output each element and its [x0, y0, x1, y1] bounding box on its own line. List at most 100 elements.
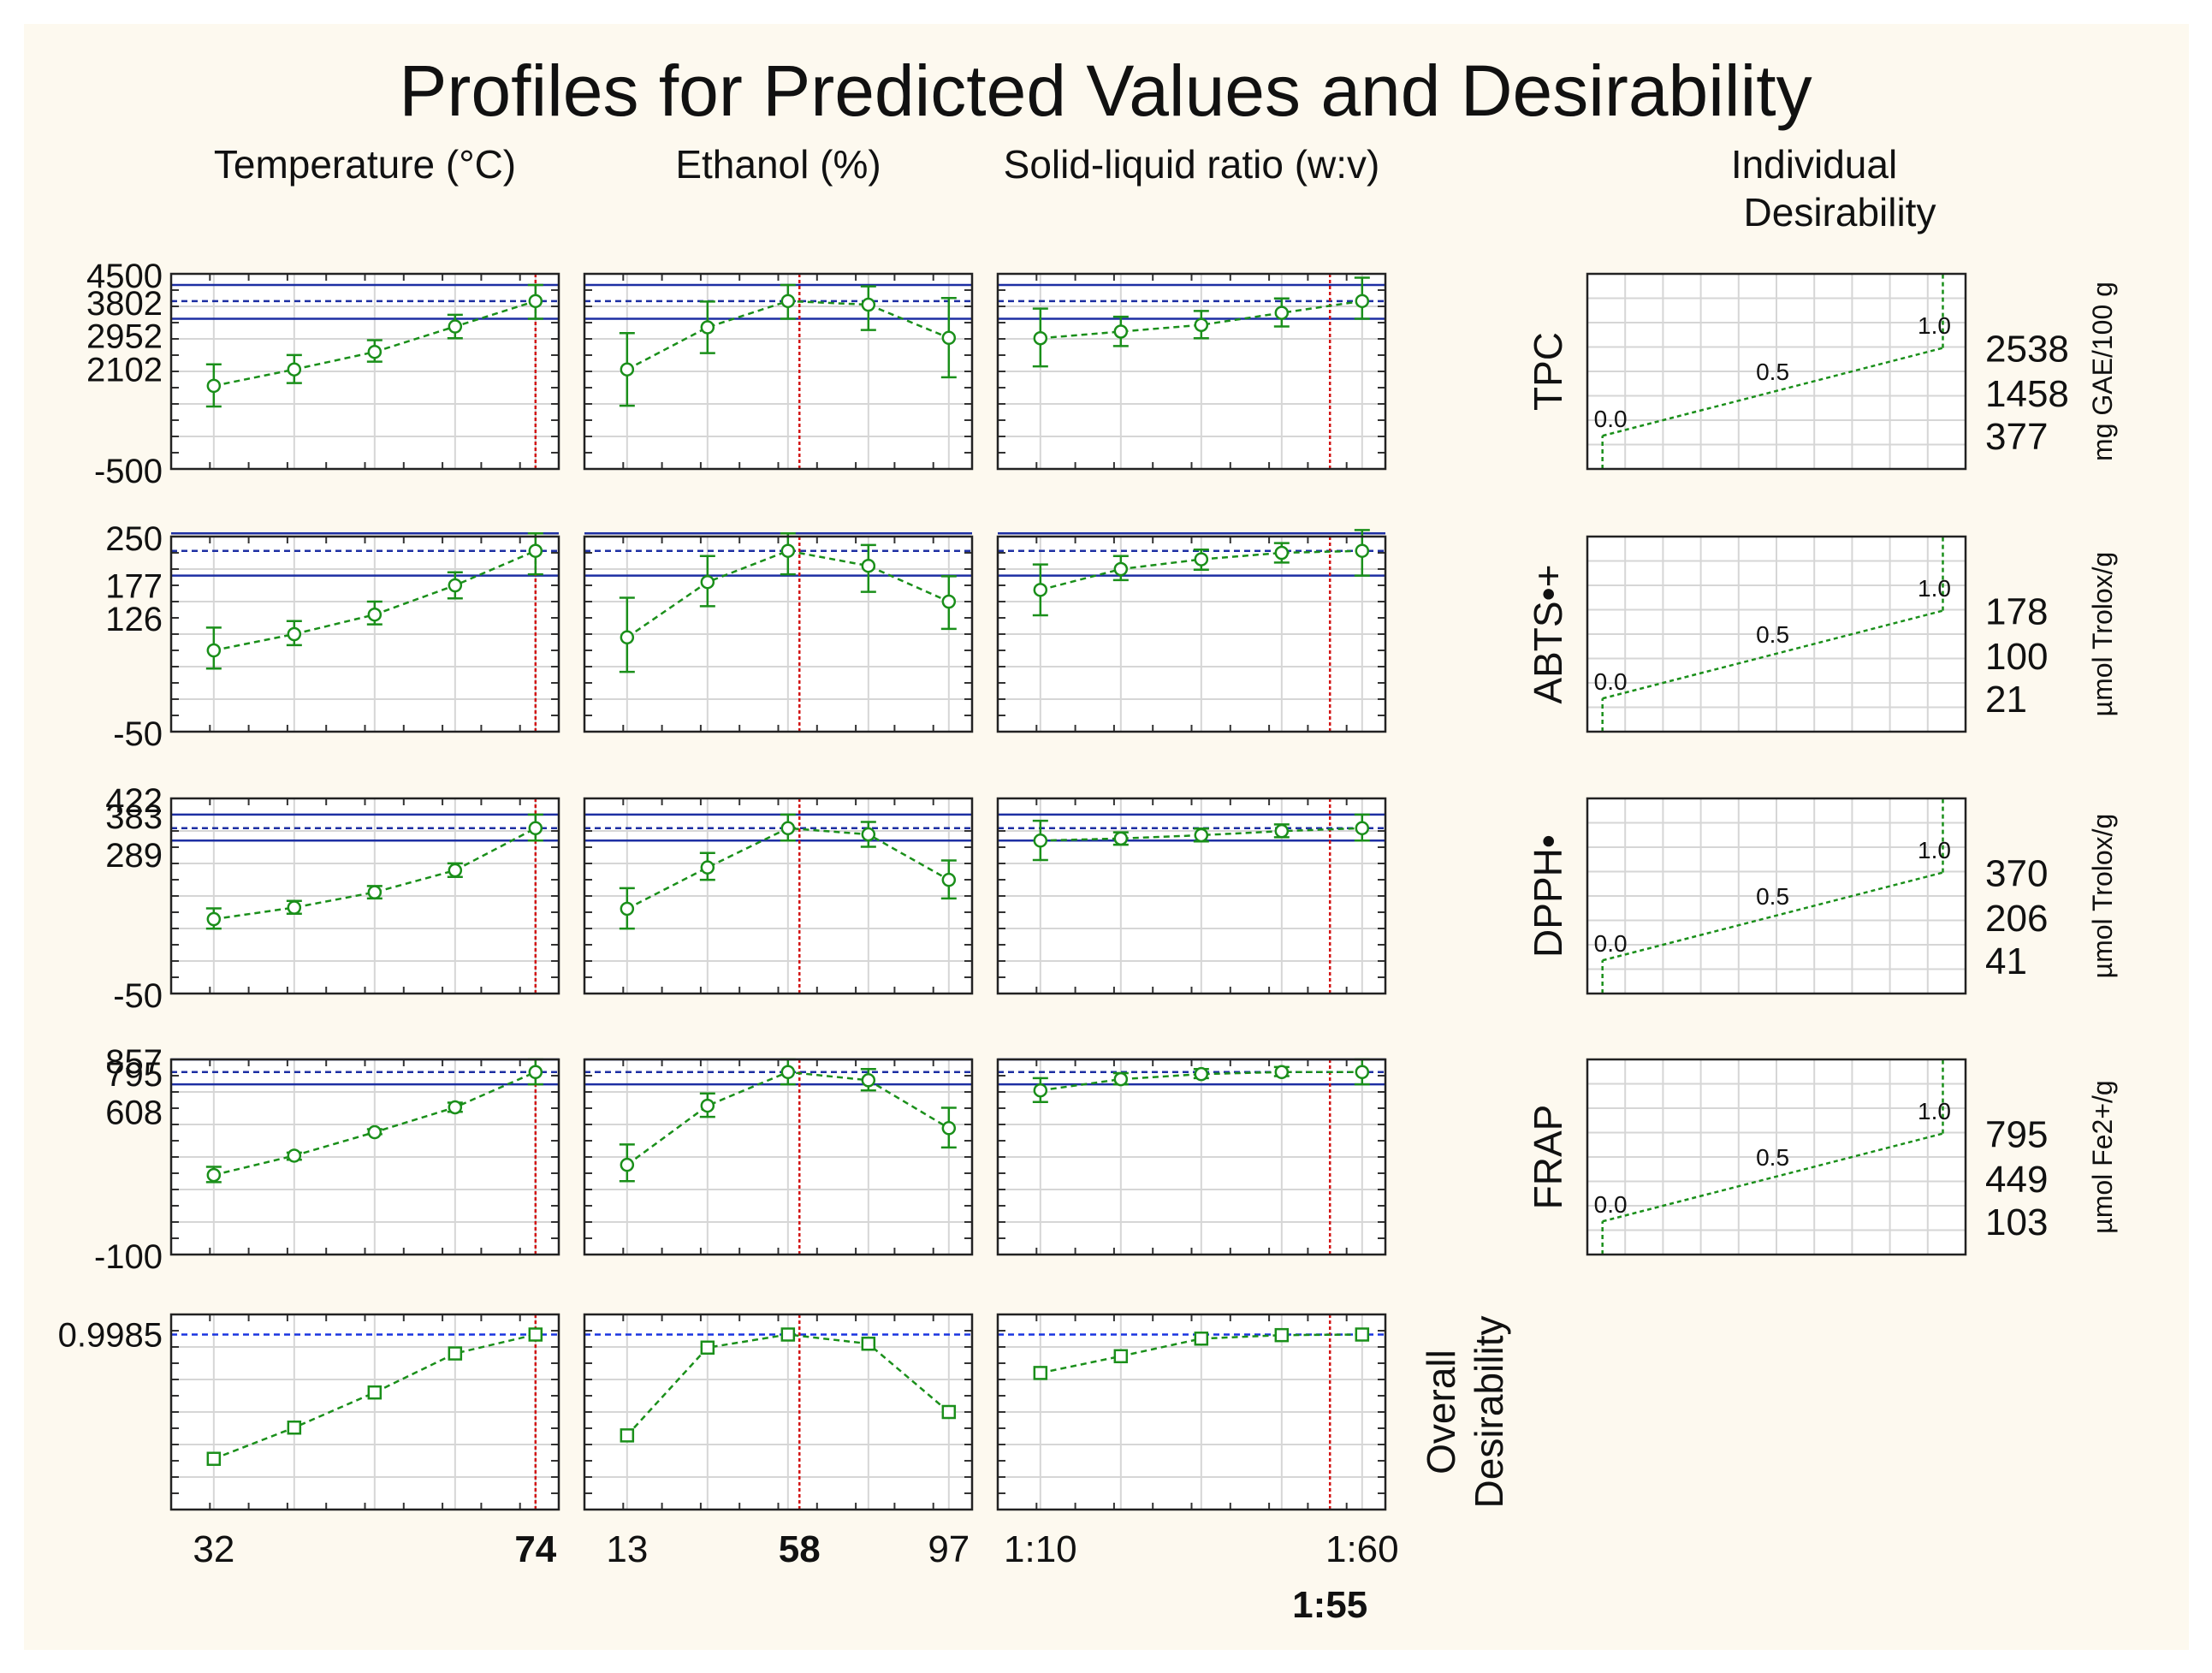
factor-header-2: Solid-liquid ratio (w:v): [1004, 142, 1380, 187]
panel-frame: [1586, 1058, 1967, 1256]
desirability-panel-0: 0.0 0.5 1.0: [1586, 272, 1967, 471]
data-point: [1274, 1065, 1290, 1080]
x-tick-label: 58: [779, 1528, 821, 1570]
data-point: [287, 900, 302, 915]
data-point: [287, 1148, 302, 1163]
desirability-point: [941, 1404, 957, 1420]
data-point: [528, 294, 543, 309]
response-name-1: ABTS•+: [1526, 564, 1570, 703]
data-point: [1033, 583, 1048, 597]
desirability-label-mid: 0.5: [1756, 359, 1789, 385]
y-tick-label: 4500: [86, 258, 163, 295]
desirability-scale-tick: 377: [1985, 416, 2048, 458]
x-tick-label: 1:60: [1325, 1528, 1399, 1570]
individual-desirability-header: Individual Desirability: [1731, 142, 1936, 234]
desirability-scale-tick: 449: [1985, 1159, 2048, 1201]
data-point: [620, 901, 635, 917]
panel-frame: [169, 272, 560, 471]
y-tick-label: 250: [105, 520, 163, 558]
panel-frame: [1586, 272, 1967, 471]
response-unit-2: µmol Trolox/g: [2087, 814, 2118, 979]
data-point: [367, 1124, 383, 1140]
data-point: [780, 294, 796, 309]
desirability-point: [861, 1336, 876, 1351]
profile-panel-3-2: [996, 1058, 1387, 1256]
panel-frame: [169, 1058, 560, 1256]
desirability-point: [206, 1451, 222, 1466]
desirability-scale-tick: 795: [1985, 1114, 2048, 1156]
response-unit-3: µmol Fe2+/g: [2087, 1080, 2118, 1233]
desirability-label-high: 1.0: [1918, 575, 1951, 602]
profile-panel-4-2: [996, 1313, 1387, 1511]
y-tick-label: 857: [105, 1043, 163, 1081]
profile-panel-4-0: [169, 1313, 560, 1511]
profile-panel-1-0: [169, 531, 560, 733]
response-name-2: DPPH•: [1526, 834, 1570, 958]
desirability-ramp: [1602, 347, 1943, 437]
desirability-scale-tick: 206: [1985, 898, 2048, 940]
panel-frame: [996, 1058, 1387, 1256]
data-point: [941, 330, 957, 346]
data-point: [1355, 543, 1370, 558]
panel-frame: [169, 1313, 560, 1511]
chart-title: Profiles for Predicted Values and Desira…: [399, 50, 1812, 131]
desirability-label-high: 1.0: [1918, 312, 1951, 339]
data-point: [1113, 324, 1129, 339]
desirability-point: [1355, 1327, 1370, 1342]
desirability-scale-tick: 178: [1985, 591, 2048, 633]
data-point: [620, 1157, 635, 1172]
profile-line: [626, 549, 950, 638]
data-point: [861, 827, 876, 842]
data-point: [206, 643, 222, 658]
desirability-label-low: 0.0: [1594, 1191, 1628, 1218]
data-point: [1355, 294, 1370, 309]
data-point: [287, 626, 302, 642]
desirability-point: [1113, 1349, 1129, 1364]
profile-panel-3-1: [583, 1058, 974, 1256]
data-point: [1113, 1071, 1129, 1087]
data-point: [700, 860, 715, 875]
desirability-ramp: [1602, 871, 1943, 962]
desirability-label-low: 0.0: [1594, 406, 1628, 432]
desirability-scale-tick: 1458: [1985, 373, 2069, 415]
data-point: [941, 594, 957, 609]
panel-frame: [583, 1058, 974, 1256]
data-point: [1033, 1083, 1048, 1098]
factor-header-1: Ethanol (%): [675, 142, 881, 187]
y-tick-label: -500: [94, 453, 163, 490]
data-point: [1355, 821, 1370, 836]
desirability-point: [620, 1428, 635, 1443]
desirability-panel-1: 0.0 0.5 1.0: [1586, 535, 1967, 733]
panel-frame: [169, 535, 560, 733]
data-point: [287, 362, 302, 377]
desirability-ramp: [1602, 1132, 1943, 1223]
data-point: [861, 558, 876, 573]
data-point: [941, 872, 957, 887]
desirability-label-low: 0.0: [1594, 668, 1628, 695]
desirability-point: [448, 1346, 463, 1361]
x-tick-label: 97: [928, 1528, 970, 1570]
data-point: [1113, 561, 1129, 577]
data-point: [206, 1167, 222, 1183]
y-tick-label: 383: [105, 798, 163, 836]
desirability-point: [780, 1327, 796, 1342]
data-point: [780, 821, 796, 836]
profile-panel-0-2: [996, 272, 1387, 471]
y-tick-label: 126: [105, 601, 163, 638]
desirability-scale-tick: 2538: [1985, 329, 2069, 371]
desirability-scale-tick: 370: [1985, 853, 2048, 895]
panel-frame: [996, 1313, 1387, 1511]
panel-frame: [583, 797, 974, 995]
y-tick-label: 2102: [86, 351, 163, 389]
data-point: [1033, 330, 1048, 346]
desirability-label-mid: 0.5: [1756, 621, 1789, 648]
profile-line: [1040, 827, 1362, 842]
desirability-ramp: [1602, 609, 1943, 700]
desirability-label-low: 0.0: [1594, 930, 1628, 957]
data-point: [367, 607, 383, 622]
desirability-label-high: 1.0: [1918, 1098, 1951, 1124]
panel-frame: [1586, 797, 1967, 995]
data-point: [448, 1100, 463, 1115]
desirability-panel-3: 0.0 0.5 1.0: [1586, 1058, 1967, 1256]
